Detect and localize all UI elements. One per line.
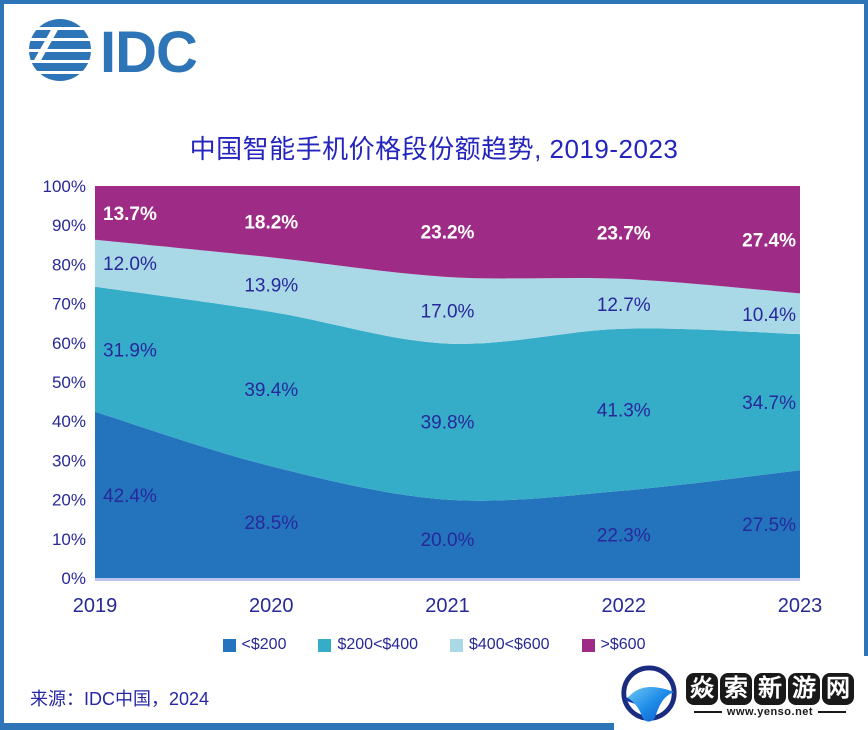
legend-label: <$200 xyxy=(241,636,287,653)
data-label: 41.3% xyxy=(597,401,651,422)
legend-label: $200<$400 xyxy=(337,636,418,653)
y-axis-tick: 40% xyxy=(52,412,86,431)
data-label: 20.0% xyxy=(421,530,475,551)
data-label: 23.7% xyxy=(597,223,651,244)
watermark-char-tile: 游 xyxy=(788,672,820,705)
x-axis-line xyxy=(95,578,800,581)
watermark-char-tile: 新 xyxy=(754,672,786,705)
watermark-url-row: www.yenso.net xyxy=(693,705,847,718)
watermark-char-tile: 索 xyxy=(720,672,752,705)
legend-swatch xyxy=(450,638,463,652)
x-axis-tick: 2021 xyxy=(425,595,470,617)
idc-globe-icon xyxy=(28,18,92,87)
data-label: 39.8% xyxy=(421,413,475,434)
watermark-url: www.yenso.net xyxy=(726,705,814,718)
y-axis-tick: 30% xyxy=(52,451,86,470)
area-band-1 xyxy=(95,286,800,501)
watermark-logo-icon xyxy=(618,664,680,730)
y-axis-tick: 20% xyxy=(52,491,86,510)
legend-item-0: <$200 xyxy=(222,636,287,654)
data-label: 13.7% xyxy=(103,204,157,225)
legend-item-2: $400<$600 xyxy=(450,636,550,654)
x-axis-tick: 2022 xyxy=(602,595,647,617)
legend-item-1: $200<$400 xyxy=(318,636,418,654)
area-band-2 xyxy=(95,239,800,344)
data-label: 12.0% xyxy=(103,254,157,275)
watermark-dash-left xyxy=(693,710,722,713)
frame-border-bottom xyxy=(0,723,868,730)
data-label: 12.7% xyxy=(597,295,651,316)
area-band-0 xyxy=(95,411,800,578)
data-label: 27.4% xyxy=(742,231,796,252)
data-label: 39.4% xyxy=(244,380,298,401)
legend-item-3: >$600 xyxy=(581,636,646,654)
watermark-char-tile: 焱 xyxy=(686,672,718,705)
data-label: 34.7% xyxy=(742,393,796,414)
idc-logo: IDC xyxy=(28,18,198,87)
y-axis-tick: 10% xyxy=(52,530,86,549)
y-axis-tick: 60% xyxy=(52,334,86,353)
frame-border-right xyxy=(864,0,868,730)
watermark-char-tile: 网 xyxy=(822,672,854,705)
data-label: 42.4% xyxy=(103,486,157,507)
data-label: 22.3% xyxy=(597,525,651,546)
y-axis-tick: 50% xyxy=(52,373,86,392)
y-axis-tick: 100% xyxy=(43,180,86,196)
legend-swatch xyxy=(222,638,236,652)
data-label: 17.0% xyxy=(421,301,475,322)
area-band-3 xyxy=(95,186,800,294)
stacked-area-chart: 42.4% 28.5% 20.0% 22.3% 27.5% 31.9% 39.4% 39.8%… xyxy=(43,180,823,617)
chart-title: 中国智能手机价格段份额趋势, 2019-2023 xyxy=(189,134,679,164)
x-axis-tick: 2020 xyxy=(249,595,294,617)
data-label: 31.9% xyxy=(103,340,157,361)
watermark-site-name: 焱索新游网 xyxy=(686,672,854,705)
x-axis-tick: 2019 xyxy=(73,595,118,617)
source-text: 来源：IDC中国，2024 xyxy=(30,689,210,709)
legend-swatch xyxy=(581,638,595,652)
watermark-dash-right xyxy=(818,710,847,713)
watermark: 焱索新游网 www.yenso.net xyxy=(614,656,868,730)
legend-label: >$600 xyxy=(600,636,646,653)
frame-border-left xyxy=(0,0,4,730)
y-axis-tick: 80% xyxy=(52,255,86,274)
data-label: 18.2% xyxy=(244,213,298,234)
x-axis-tick: 2023 xyxy=(778,595,823,617)
chart-legend: <$200 $200<$400 $400<$600 >$600 xyxy=(0,636,868,654)
legend-label: $400<$600 xyxy=(469,636,550,653)
watermark-text-block: 焱索新游网 www.yenso.net xyxy=(686,672,854,718)
legend-swatch xyxy=(318,638,332,652)
data-label: 27.5% xyxy=(742,515,796,536)
y-axis-tick: 70% xyxy=(52,295,86,314)
data-label: 10.4% xyxy=(742,305,796,326)
y-axis-tick: 90% xyxy=(52,216,86,235)
data-label: 23.2% xyxy=(421,222,475,243)
y-axis-tick: 0% xyxy=(61,569,86,588)
idc-logo-text: IDC xyxy=(100,19,198,85)
data-label: 13.9% xyxy=(244,276,298,297)
frame-border-top xyxy=(0,0,868,4)
data-label: 28.5% xyxy=(244,513,298,534)
